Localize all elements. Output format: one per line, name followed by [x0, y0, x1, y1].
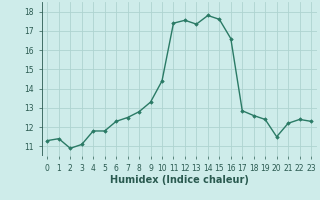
- X-axis label: Humidex (Indice chaleur): Humidex (Indice chaleur): [110, 175, 249, 185]
